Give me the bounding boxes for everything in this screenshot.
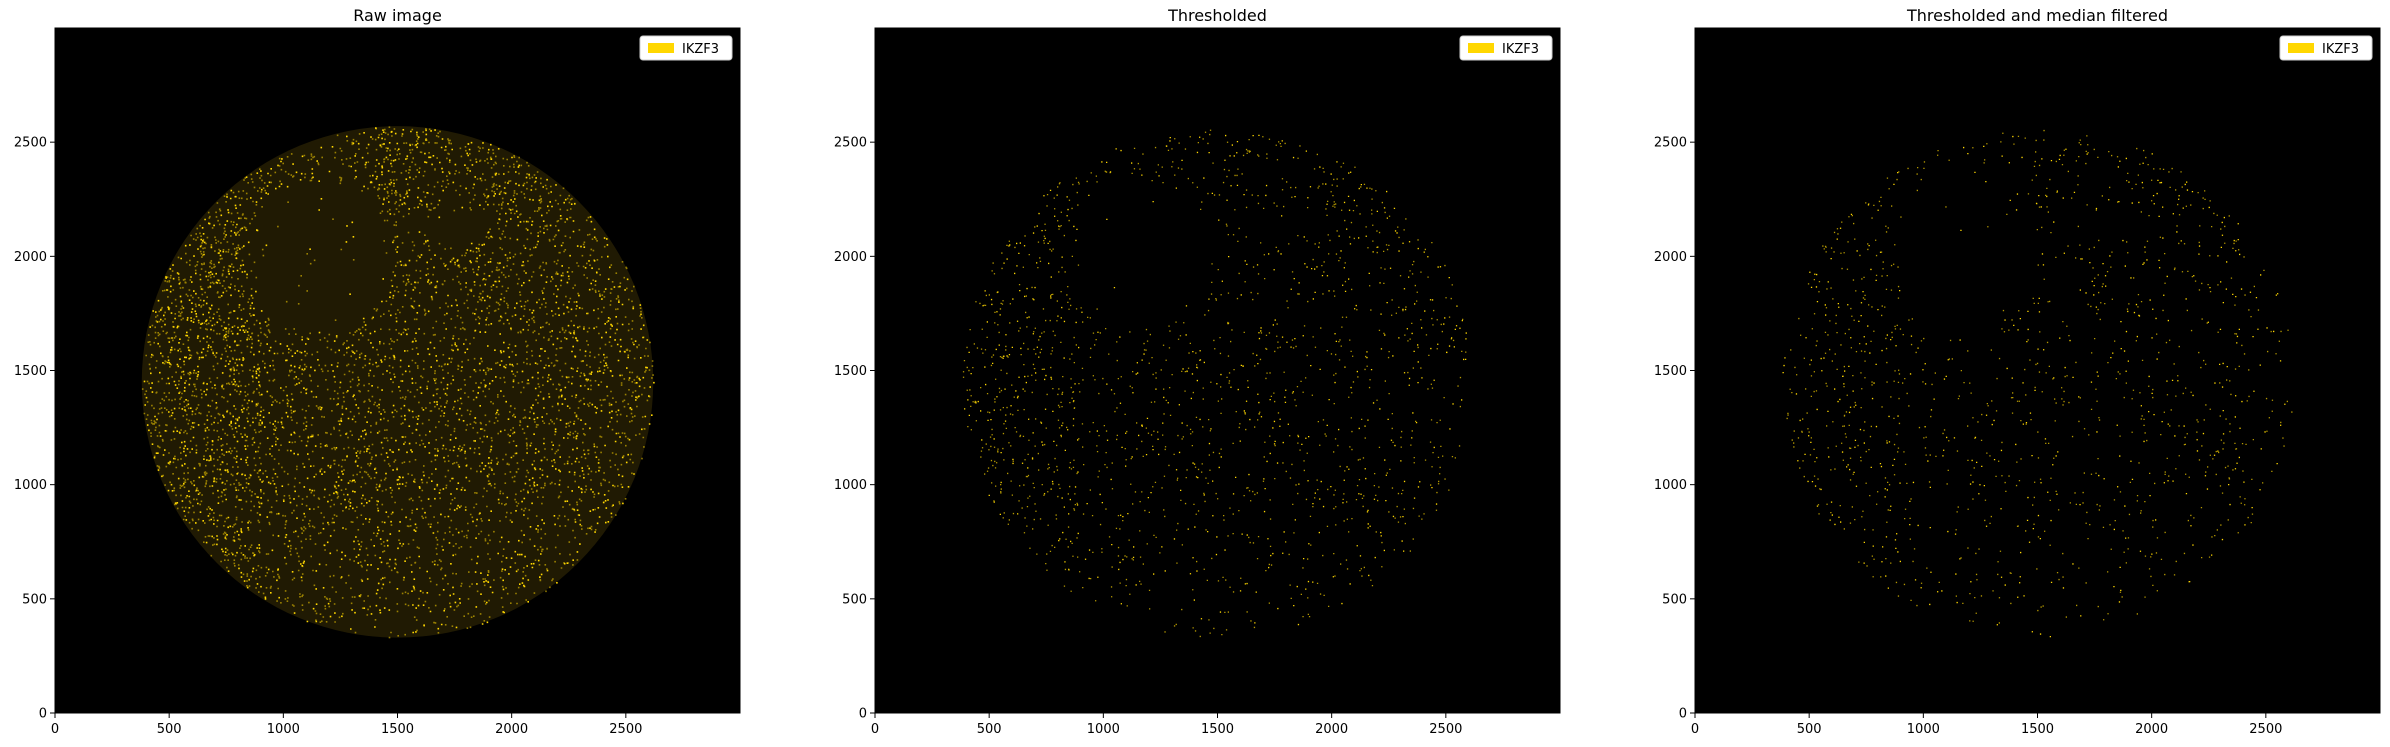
plot-area	[875, 28, 1560, 713]
x-tick-label: 2500	[1429, 722, 1462, 737]
x-axis: 0 500 1000 1500 2000 2500	[871, 713, 1462, 737]
x-tick-label: 2000	[495, 722, 528, 737]
legend-label: IKZF3	[1502, 42, 1539, 57]
legend-box	[639, 35, 733, 61]
y-tick-label: 500	[842, 592, 867, 607]
legend-box	[2279, 35, 2373, 61]
y-tick-label: 2000	[834, 250, 867, 265]
x-tick-label: 1500	[2021, 722, 2054, 737]
y-tick-label: 1500	[834, 364, 867, 379]
tissue-glow	[141, 126, 654, 638]
y-tick-label: 1000	[1654, 478, 1687, 493]
y-axis: 0 500 1000 1500 2000 2500	[1654, 136, 1695, 722]
y-tick-label: 0	[1679, 707, 1687, 722]
x-tick-label: 1000	[267, 722, 300, 737]
plot-area	[1695, 28, 2380, 713]
legend-label: IKZF3	[682, 42, 719, 57]
x-tick-label: 0	[51, 722, 59, 737]
x-tick-label: 500	[157, 722, 182, 737]
x-axis: 0 500 1000 1500 2000 2500	[51, 713, 642, 737]
y-tick-label: 2000	[14, 250, 47, 265]
y-tick-label: 1000	[834, 478, 867, 493]
x-axis: 0 500 1000 1500 2000 2500	[1691, 713, 2282, 737]
legend-swatch	[1468, 43, 1494, 53]
y-tick-label: 500	[22, 592, 47, 607]
x-tick-label: 0	[1691, 722, 1699, 737]
legend: IKZF3	[1459, 35, 1553, 61]
y-tick-label: 1000	[14, 478, 47, 493]
x-tick-label: 1500	[381, 722, 414, 737]
signal-layer	[141, 126, 655, 639]
y-axis: 0 500 1000 1500 2000 2500	[14, 136, 55, 722]
x-tick-label: 0	[871, 722, 879, 737]
panel-raw-image: Raw image 0 500 1000 1500 2000 2500 0 500 1000 1…	[14, 6, 741, 737]
x-tick-label: 1000	[1087, 722, 1120, 737]
y-axis: 0 500 1000 1500 2000 2500	[834, 136, 875, 722]
y-tick-label: 0	[859, 707, 867, 722]
panel-thresholded-median-filtered: Thresholded and median filtered 0 500 1000…	[1654, 6, 2381, 737]
y-tick-label: 2500	[834, 136, 867, 151]
y-tick-label: 500	[1662, 592, 1687, 607]
x-tick-label: 2000	[1315, 722, 1348, 737]
x-tick-label: 500	[1797, 722, 1822, 737]
legend-swatch	[2288, 43, 2314, 53]
y-tick-label: 2000	[1654, 250, 1687, 265]
x-tick-label: 2500	[609, 722, 642, 737]
legend-label: IKZF3	[2322, 42, 2359, 57]
x-tick-label: 2000	[2135, 722, 2168, 737]
panel-title: Raw image	[353, 6, 442, 25]
panel-thresholded: Thresholded 0 500 1000 1500 2000 2500 0 500 100…	[834, 6, 1561, 737]
x-tick-label: 1500	[1201, 722, 1234, 737]
legend-swatch	[648, 43, 674, 53]
x-tick-label: 1000	[1907, 722, 1940, 737]
legend-box	[1459, 35, 1553, 61]
x-tick-label: 2500	[2249, 722, 2282, 737]
x-tick-label: 500	[977, 722, 1002, 737]
y-tick-label: 1500	[14, 364, 47, 379]
legend: IKZF3	[2279, 35, 2373, 61]
y-tick-label: 0	[39, 707, 47, 722]
legend: IKZF3	[639, 35, 733, 61]
y-tick-label: 2500	[1654, 136, 1687, 151]
y-tick-label: 2500	[14, 136, 47, 151]
panel-title: Thresholded	[1167, 6, 1267, 25]
y-tick-label: 1500	[1654, 364, 1687, 379]
panel-title: Thresholded and median filtered	[1906, 6, 2168, 25]
